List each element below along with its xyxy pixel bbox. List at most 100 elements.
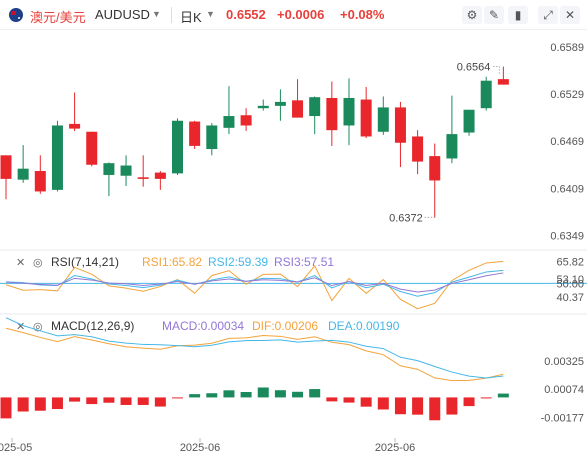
rsi-value-label: RSI2:59.39 [208, 255, 268, 269]
low-marker: 0.6372 [389, 212, 423, 224]
macd-bar [154, 397, 166, 407]
macd-bar [103, 397, 115, 403]
draw-pencil-icon[interactable]: ✎ [484, 6, 504, 24]
candle-body [343, 97, 355, 126]
macd-bar [0, 397, 12, 419]
candle-body [497, 79, 509, 85]
australia-flag-icon [9, 8, 23, 22]
price-axis-label: 0.6529 [550, 89, 584, 101]
macd-bar [343, 397, 355, 403]
chevron-down-icon[interactable]: ▼ [206, 9, 215, 19]
candle-body [223, 116, 235, 128]
candle-body [51, 125, 63, 190]
price-axis-label: 0.6349 [550, 230, 584, 242]
macd-bar [17, 397, 29, 412]
indicator-settings-icon[interactable]: ⚙ [462, 6, 482, 24]
rsi-axis-label: 50.00 [556, 278, 584, 290]
macd-bar [497, 393, 509, 398]
macd-bar [86, 397, 98, 405]
high-leader [493, 66, 500, 75]
macd-bar [394, 397, 406, 415]
candle-body [412, 136, 424, 162]
macd-bar [360, 397, 372, 407]
candle-type-icon[interactable]: ▮ [508, 6, 528, 24]
high-marker: 0.6564 [457, 62, 491, 74]
interval-selector[interactable]: 日K [180, 10, 202, 25]
candle-body [172, 120, 183, 174]
macd-axis-label: 0.00325 [544, 356, 584, 368]
macd-bar [309, 389, 321, 398]
fullscreen-icon[interactable]: ⤢ [538, 6, 558, 24]
macd-bar [189, 394, 201, 398]
close-icon: ✕ [16, 257, 25, 269]
macd-bar [69, 397, 81, 402]
price-change: +0.0006 [277, 7, 325, 22]
macd-value-label: DIF:0.00206 [252, 319, 318, 333]
macd-bar [429, 397, 441, 421]
macd-bar [446, 397, 458, 415]
candle-body [274, 101, 286, 106]
x-axis-label: 2025-06 [180, 442, 220, 454]
macd-axis-label: -0.00177 [541, 412, 584, 424]
macd-title: MACD(12,26,9) [51, 319, 134, 333]
divider [171, 7, 172, 23]
candle-body [34, 171, 46, 192]
x-axis-label: 2025-06 [375, 442, 415, 454]
candle-body [17, 168, 29, 180]
candle-body [326, 97, 338, 131]
macd-bar [274, 390, 286, 398]
candle-body [360, 99, 372, 137]
chart-toolbar: 澳元/美元 AUDUSD ▼ 日K ▼ 0.6552 +0.0006 +0.08… [0, 0, 587, 30]
rsi-value-label: RSI1:65.82 [142, 255, 202, 269]
candle-body [86, 131, 98, 165]
candle-body [154, 172, 166, 179]
macd-bar [34, 397, 46, 411]
candle-body [120, 165, 132, 176]
candle-body [189, 121, 201, 146]
macd-bar [51, 397, 63, 410]
settings-icon: ◎ [33, 321, 43, 333]
chevron-down-icon[interactable]: ▼ [152, 9, 161, 19]
last-price: 0.6552 [226, 7, 266, 22]
candle-body [480, 80, 492, 109]
rsi-line [5, 269, 504, 297]
macd-value-label: DEA:0.00190 [328, 319, 400, 333]
rsi-axis-label: 40.37 [556, 292, 584, 304]
candle-body [446, 134, 458, 159]
macd-bar [120, 397, 132, 405]
settings-icon: ◎ [33, 257, 43, 269]
candle-body [309, 97, 321, 117]
macd-bar [480, 397, 492, 399]
macd-line [5, 327, 504, 382]
candle-body [103, 163, 115, 175]
price-axis-label: 0.6469 [550, 136, 584, 148]
price-axis-label: 0.6409 [550, 183, 584, 195]
close-icon: ✕ [16, 321, 25, 333]
macd-value-label: MACD:0.00034 [162, 319, 244, 333]
pair-name[interactable]: 澳元/美元 [30, 10, 86, 25]
rsi-title: RSI(7,14,21) [51, 255, 119, 269]
macd-line [5, 317, 504, 379]
macd-bar [326, 397, 338, 402]
price-axis-label: 0.6589 [550, 42, 584, 54]
close-icon[interactable]: ✕ [560, 6, 580, 24]
candle-body [463, 109, 475, 133]
macd-axis-label: 0.00074 [544, 384, 584, 396]
price-change-pct: +0.08% [340, 7, 385, 22]
macd-bar [412, 397, 424, 415]
x-axis-label: 2025-05 [0, 442, 32, 454]
candle-body [206, 125, 218, 150]
candle-body [137, 177, 149, 179]
macd-bar [240, 392, 252, 398]
macd-bar [172, 397, 183, 399]
macd-bar [223, 390, 235, 398]
candle-body [429, 156, 441, 181]
candle-body [257, 105, 269, 109]
candle-body [377, 107, 389, 132]
macd-bar [137, 397, 149, 405]
candle-body [394, 107, 406, 143]
rsi-line [5, 272, 504, 293]
macd-bar [463, 397, 475, 407]
pair-code[interactable]: AUDUSD [95, 7, 150, 22]
